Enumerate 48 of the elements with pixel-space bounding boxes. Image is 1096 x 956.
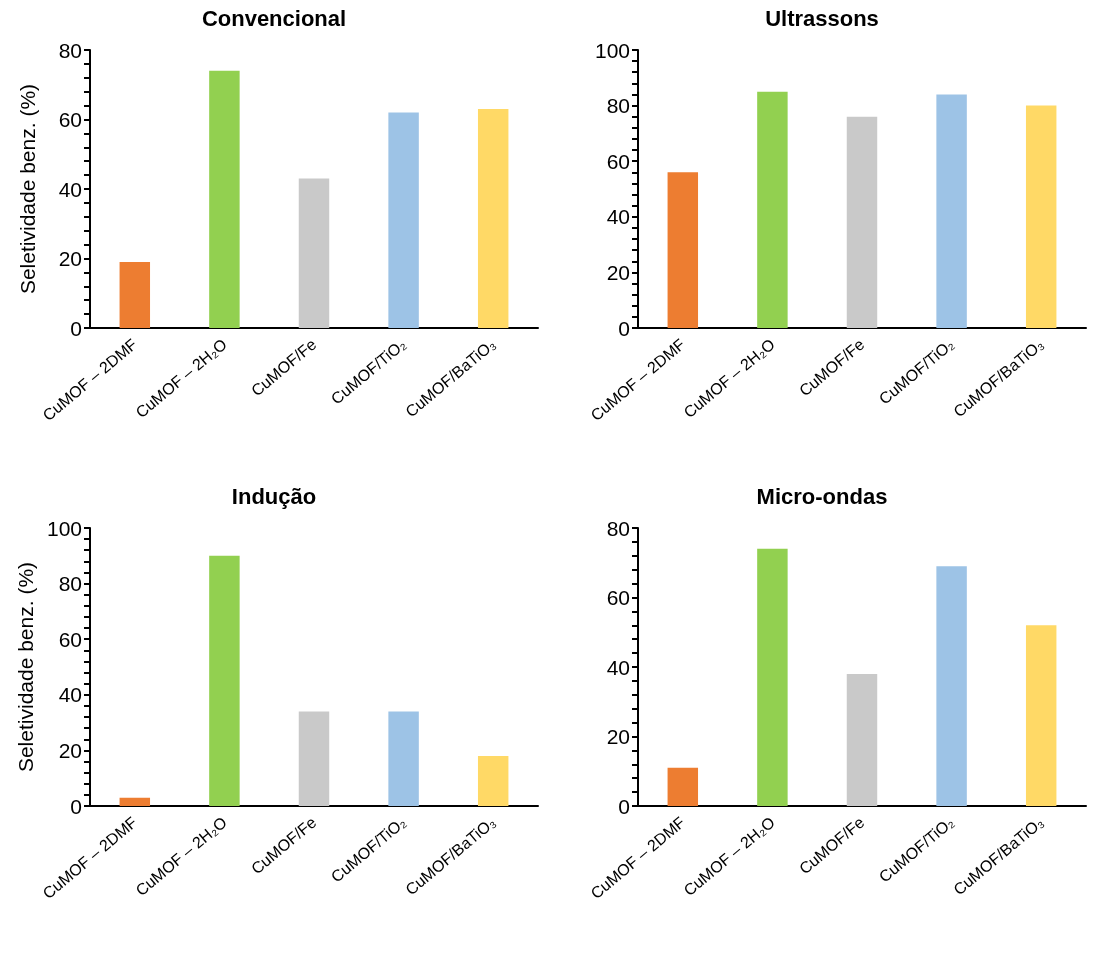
y-tick-label: 100: [594, 38, 630, 62]
y-tick-label: 0: [618, 794, 630, 818]
bar: [936, 566, 967, 806]
y-tick-label: 60: [606, 149, 630, 173]
y-tick-label: 40: [58, 177, 82, 201]
y-tick-label: 20: [606, 725, 630, 748]
bar: [1025, 625, 1057, 806]
chart-title: Micro-ondas: [756, 483, 888, 509]
bar: [209, 555, 240, 806]
bar: [388, 112, 419, 328]
bar: [667, 767, 699, 806]
bar: [477, 755, 509, 806]
chart-title: Ultrassons: [765, 5, 879, 31]
bar: [757, 91, 788, 328]
y-tick-label: 0: [70, 316, 82, 340]
y-tick-label: 80: [58, 572, 82, 596]
y-axis-title: Seletividade benz. (%): [14, 561, 38, 773]
chart-title: Indução: [231, 483, 317, 509]
y-axis-title: Seletividade benz. (%): [16, 83, 39, 295]
bar: [936, 94, 967, 328]
y-tick-label: 40: [58, 683, 82, 707]
bar: [388, 711, 419, 806]
y-tick-label: 80: [58, 38, 82, 62]
bar: [757, 548, 788, 806]
bar: [298, 711, 330, 806]
y-tick-label: 40: [606, 655, 630, 679]
y-tick-label: 60: [606, 586, 630, 609]
chart-title: Convencional: [201, 5, 347, 31]
y-tick-label: 20: [58, 738, 82, 762]
y-tick-label: 60: [58, 108, 82, 131]
bar: [846, 673, 878, 806]
y-tick-label: 20: [58, 247, 82, 270]
y-tick-label: 60: [58, 627, 82, 651]
bar: [667, 172, 699, 328]
bar: [298, 178, 330, 328]
bar: [119, 797, 151, 806]
y-tick-label: 100: [46, 516, 82, 540]
bar: [1025, 105, 1057, 328]
bar: [119, 261, 151, 328]
bar: [846, 116, 878, 328]
y-tick-label: 80: [606, 516, 630, 540]
y-tick-label: 40: [606, 205, 630, 229]
bar: [477, 109, 509, 328]
bar: [209, 70, 240, 328]
y-tick-label: 80: [606, 94, 630, 118]
y-tick-label: 0: [618, 316, 630, 340]
y-tick-label: 0: [70, 794, 82, 818]
y-tick-label: 20: [606, 260, 630, 284]
